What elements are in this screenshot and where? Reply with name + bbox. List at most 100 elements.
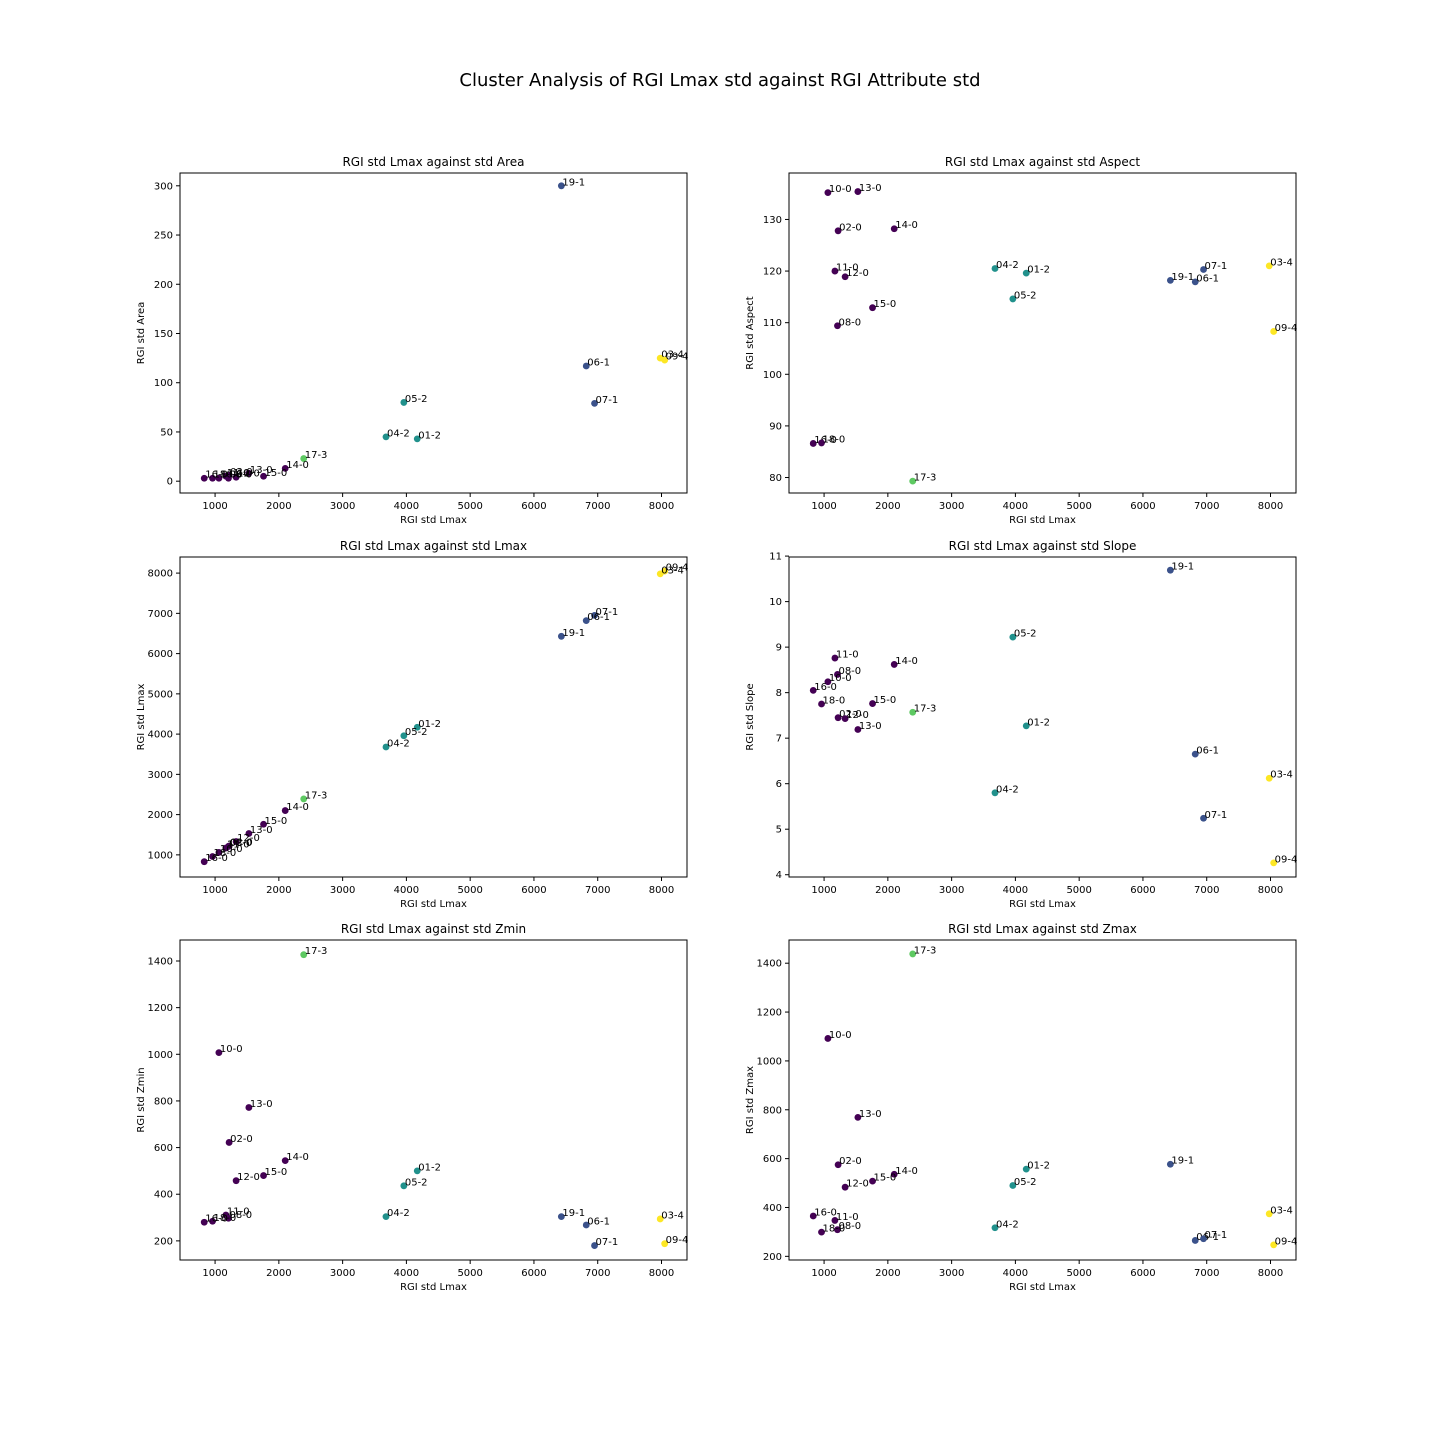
x-tick-label: 2000 [266, 885, 291, 896]
point-label-14-0: 14-0 [895, 656, 918, 667]
y-tick-label: 50 [160, 427, 173, 438]
data-point-13-0 [854, 1113, 862, 1121]
data-point-15-0 [869, 1177, 876, 1185]
point-label-19-1: 19-1 [1171, 562, 1194, 573]
point-label-06-1: 06-1 [587, 1217, 610, 1228]
point-label-08-0: 08-0 [229, 470, 252, 481]
plot-frame [788, 172, 1297, 494]
data-point-17-3 [300, 455, 308, 462]
data-point-01-2 [413, 723, 421, 731]
data-point-01-2 [1022, 1165, 1030, 1173]
x-tick-label: 1000 [202, 885, 227, 896]
data-point-08-0 [225, 474, 232, 482]
subplot-3: RGI std Lmax against std Lmax 1000 2000 300… [136, 539, 688, 910]
point-label-15-0: 15-0 [265, 1167, 288, 1178]
point-label-02-0: 02-0 [230, 1134, 253, 1145]
x-axis-label: RGI std Lmax [400, 515, 467, 526]
point-label-05-2: 05-2 [405, 1177, 428, 1188]
point-label-02-0: 02-0 [839, 222, 862, 233]
point-label-03-4: 03-4 [661, 565, 684, 576]
point-label-01-2: 01-2 [1027, 1161, 1050, 1172]
subplot-title: RGI std Lmax against std Lmax [340, 539, 527, 553]
y-tick-label: 9 [776, 643, 782, 654]
data-point-09-4 [661, 356, 669, 364]
data-point-02-0 [225, 1139, 233, 1146]
point-label-07-1: 07-1 [596, 607, 619, 618]
data-point-19-1 [557, 632, 565, 640]
y-tick-label: 100 [154, 378, 173, 389]
point-label-06-1: 06-1 [587, 357, 610, 368]
y-axis-label: RGI std Zmin [136, 1067, 147, 1132]
x-tick-label: 5000 [1066, 501, 1091, 512]
data-point-07-1 [1200, 814, 1207, 822]
point-label-15-0: 15-0 [874, 299, 897, 310]
y-tick-label: 150 [154, 329, 173, 340]
data-point-06-1 [582, 1221, 590, 1229]
x-tick-label: 8000 [1258, 1268, 1283, 1279]
x-tick-label: 5000 [1066, 1268, 1091, 1279]
y-tick-label: 1000 [757, 1056, 782, 1067]
data-point-11-0 [831, 267, 839, 275]
data-point-18-0 [818, 700, 825, 708]
data-point-19-1 [1166, 276, 1174, 284]
y-tick-label: 0 [167, 477, 173, 488]
data-point-17-3 [909, 708, 917, 716]
point-label-12-0: 12-0 [237, 1172, 260, 1183]
data-point-06-1 [1191, 750, 1199, 758]
data-point-14-0 [281, 1157, 289, 1165]
point-label-19-1: 19-1 [562, 628, 585, 639]
x-tick-label: 6000 [521, 501, 546, 512]
data-point-16-0 [809, 1212, 817, 1220]
y-tick-label: 1200 [757, 1008, 782, 1019]
data-point-11-0 [831, 654, 839, 662]
data-point-10-0 [215, 1049, 223, 1057]
point-label-07-1: 07-1 [1205, 1230, 1228, 1241]
data-point-15-0 [260, 472, 267, 480]
point-label-14-0: 14-0 [895, 1166, 918, 1177]
point-label-18-0: 18-0 [823, 434, 846, 445]
x-tick-label: 1000 [811, 501, 836, 512]
x-axis-label: RGI std Lmax [400, 899, 467, 910]
point-label-06-1: 06-1 [1196, 273, 1219, 284]
point-label-07-1: 07-1 [596, 1237, 619, 1248]
data-point-06-1 [1191, 278, 1199, 286]
y-tick-label: 3000 [148, 770, 173, 781]
data-point-06-1 [582, 362, 590, 370]
x-tick-label: 5000 [457, 501, 482, 512]
x-tick-label: 3000 [330, 1268, 355, 1279]
point-label-12-0: 12-0 [846, 268, 869, 279]
point-label-19-1: 19-1 [1171, 272, 1194, 283]
point-label-14-0: 14-0 [286, 802, 309, 813]
x-tick-label: 8000 [649, 501, 674, 512]
data-point-03-4 [1265, 262, 1273, 270]
x-tick-label: 3000 [939, 501, 964, 512]
data-point-15-0 [260, 820, 267, 828]
point-label-18-0: 18-0 [214, 848, 237, 859]
data-point-03-4 [1265, 1210, 1273, 1218]
x-tick-label: 1000 [811, 885, 836, 896]
plot-frame [179, 939, 688, 1261]
data-point-08-0 [834, 322, 841, 330]
data-point-10-0 [824, 189, 832, 197]
point-label-14-0: 14-0 [895, 220, 918, 231]
data-point-10-0 [824, 678, 832, 686]
data-point-17-3 [909, 950, 917, 958]
point-label-10-0: 10-0 [220, 844, 243, 855]
data-point-09-4 [1270, 859, 1278, 867]
point-label-07-1: 07-1 [596, 395, 619, 406]
point-label-02-0: 02-0 [839, 709, 862, 720]
point-label-03-4: 03-4 [1270, 257, 1293, 268]
y-tick-label: 400 [154, 1190, 173, 1201]
point-label-09-4: 09-4 [1275, 854, 1298, 865]
plot-frame [788, 556, 1297, 878]
data-point-18-0 [209, 474, 216, 482]
point-label-04-2: 04-2 [996, 1219, 1019, 1230]
data-point-18-0 [209, 1217, 216, 1225]
y-tick-label: 10 [769, 597, 782, 608]
x-tick-label: 2000 [875, 501, 900, 512]
x-tick-label: 2000 [875, 1268, 900, 1279]
data-point-13-0 [854, 188, 862, 195]
data-point-19-1 [1166, 566, 1174, 574]
data-point-13-0 [245, 830, 253, 837]
